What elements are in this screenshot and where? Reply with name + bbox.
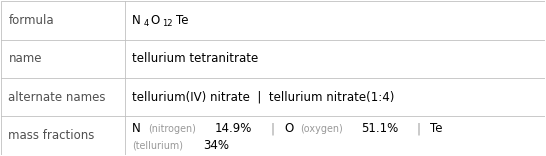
Text: mass fractions: mass fractions: [8, 129, 95, 142]
Text: N: N: [132, 122, 141, 135]
Text: (tellurium): (tellurium): [132, 140, 183, 150]
Text: |: |: [417, 122, 420, 135]
Text: 14.9%: 14.9%: [215, 122, 252, 135]
Text: 34%: 34%: [203, 139, 229, 151]
Text: name: name: [8, 52, 42, 65]
Text: 51.1%: 51.1%: [361, 122, 398, 135]
Text: (oxygen): (oxygen): [300, 124, 343, 134]
Text: formula: formula: [8, 14, 54, 27]
Text: (nitrogen): (nitrogen): [148, 124, 196, 134]
Text: tellurium(IV) nitrate  |  tellurium nitrate(1:4): tellurium(IV) nitrate | tellurium nitrat…: [132, 91, 395, 104]
Text: |: |: [271, 122, 275, 135]
Text: 4: 4: [144, 19, 149, 28]
Text: Te: Te: [176, 14, 188, 27]
Text: alternate names: alternate names: [8, 91, 106, 104]
Text: Te: Te: [430, 122, 442, 135]
Text: O: O: [284, 122, 293, 135]
Text: tellurium tetranitrate: tellurium tetranitrate: [132, 52, 259, 65]
Text: O: O: [150, 14, 159, 27]
Text: 12: 12: [162, 19, 173, 28]
Text: N: N: [132, 14, 141, 27]
